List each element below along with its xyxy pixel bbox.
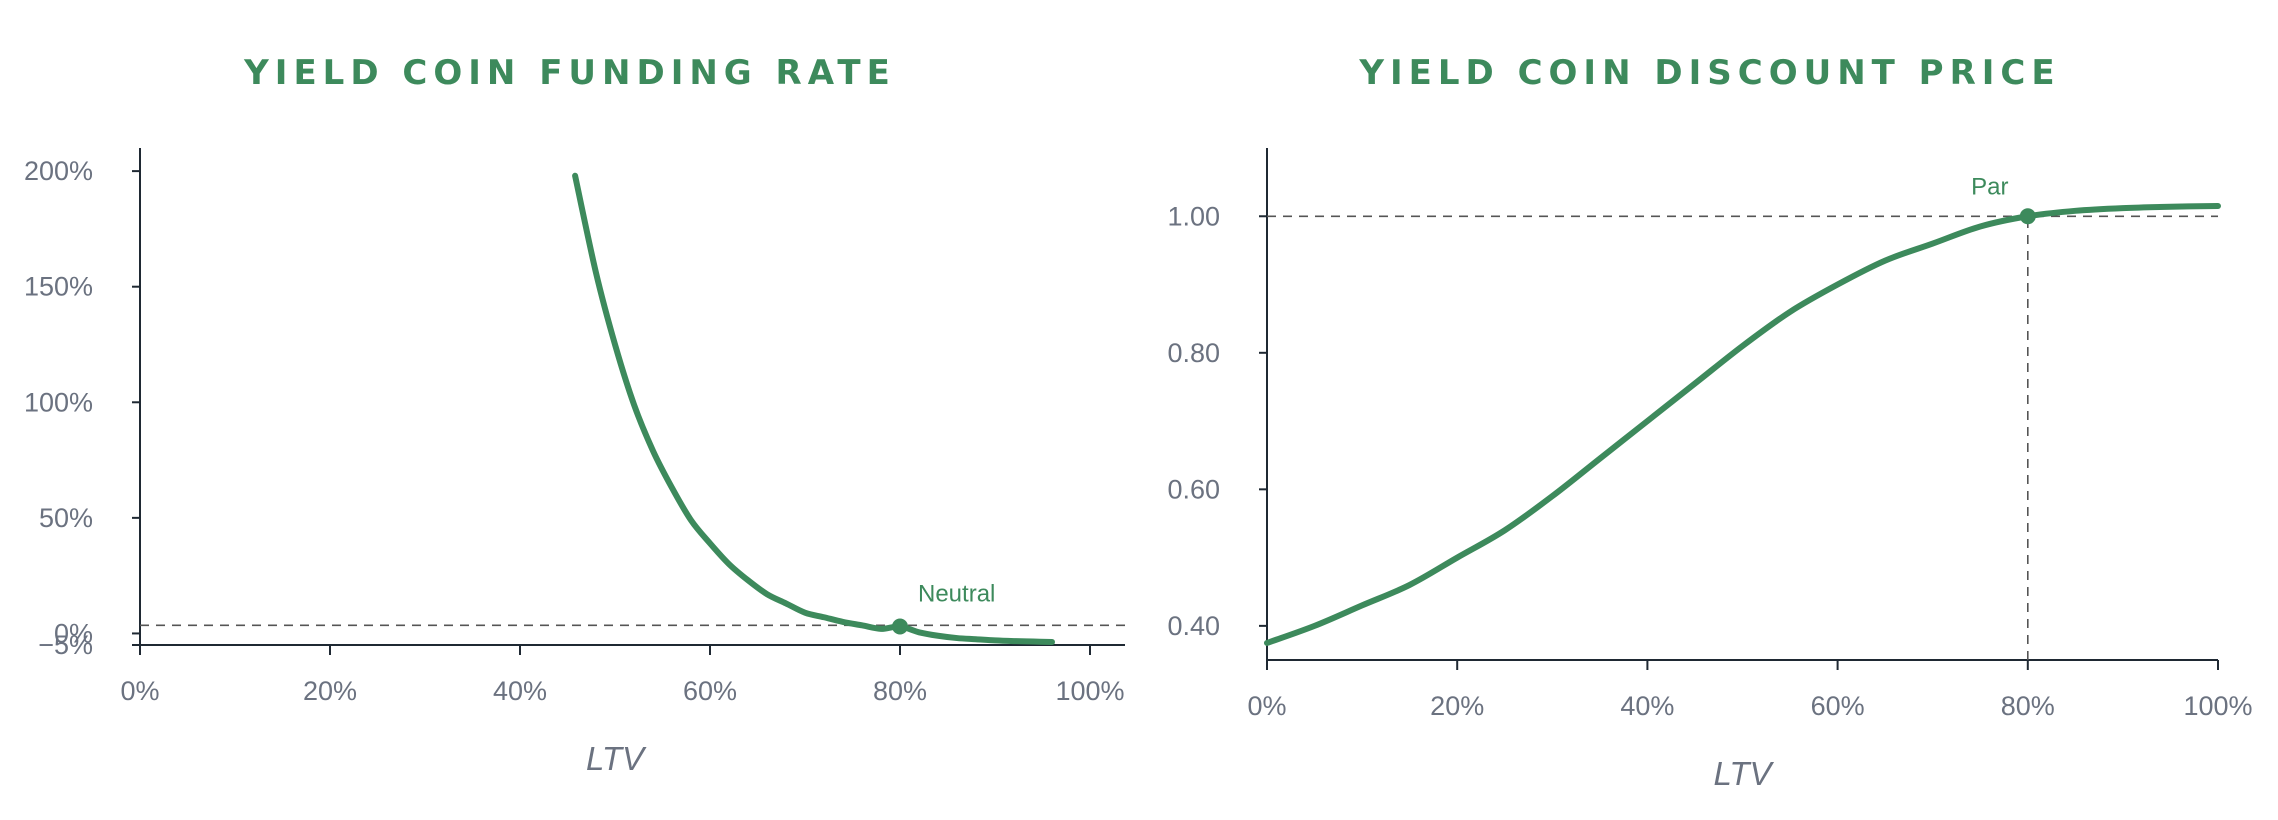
funding-x-tick-label: 60% [683,676,737,706]
funding-y-tick-label: 50% [39,503,93,533]
discount-x-tick-label: 40% [1620,691,1674,721]
funding-y-tick-label: −5% [38,630,93,660]
discount-y-tick-label: 0.60 [1167,474,1220,504]
funding-x-tick-label: 80% [873,676,927,706]
discount-price-chart-title: YIELD COIN DISCOUNT PRICE [1359,53,2061,93]
funding-x-tick-label: 0% [120,676,159,706]
funding-chart: −5%0%50%100%150%200%0% 20% 40% 60% 80% 100%LT… [24,148,1125,777]
funding-x-axis-label: LTV [586,740,647,777]
funding-series-line [572,172,1055,645]
funding-y-tick-label: 200% [24,156,93,186]
funding-rate-chart-title: YIELD COIN FUNDING RATE [244,53,896,93]
funding-y-tick-label: 0% [54,618,93,648]
funding-y-tick-label: 150% [24,272,93,302]
funding-y-tick-label: 100% [24,387,93,417]
discount-chart: 0.40 0.60 0.80 1.00 0% 20% 40% 60% 80% 100% LTV Par [1167,148,2253,792]
discount-series-line [1264,203,2221,646]
discount-x-tick-label: 80% [2001,691,2055,721]
funding-x-tick-label: 40% [493,676,547,706]
discount-y-tick-label: 1.00 [1167,201,1220,231]
discount-x-tick-label: 20% [1430,691,1484,721]
funding-x-tick-label: 20% [303,676,357,706]
discount-annotation-point [2019,208,2036,225]
funding-annotation-label: Neutral [918,581,995,608]
discount-x-tick-label: 60% [1811,691,1865,721]
discount-y-tick-label: 0.40 [1167,611,1220,641]
funding-annotation-point [892,618,908,635]
discount-x-tick-label: 0% [1247,691,1286,721]
funding-x-tick-label: 100% [1055,676,1124,706]
discount-x-axis-label: LTV [1713,755,1774,792]
discount-y-tick-label: 0.80 [1167,338,1220,368]
discount-x-tick-label: 100% [2183,691,2252,721]
discount-annotation-label: Par [1971,173,2008,200]
